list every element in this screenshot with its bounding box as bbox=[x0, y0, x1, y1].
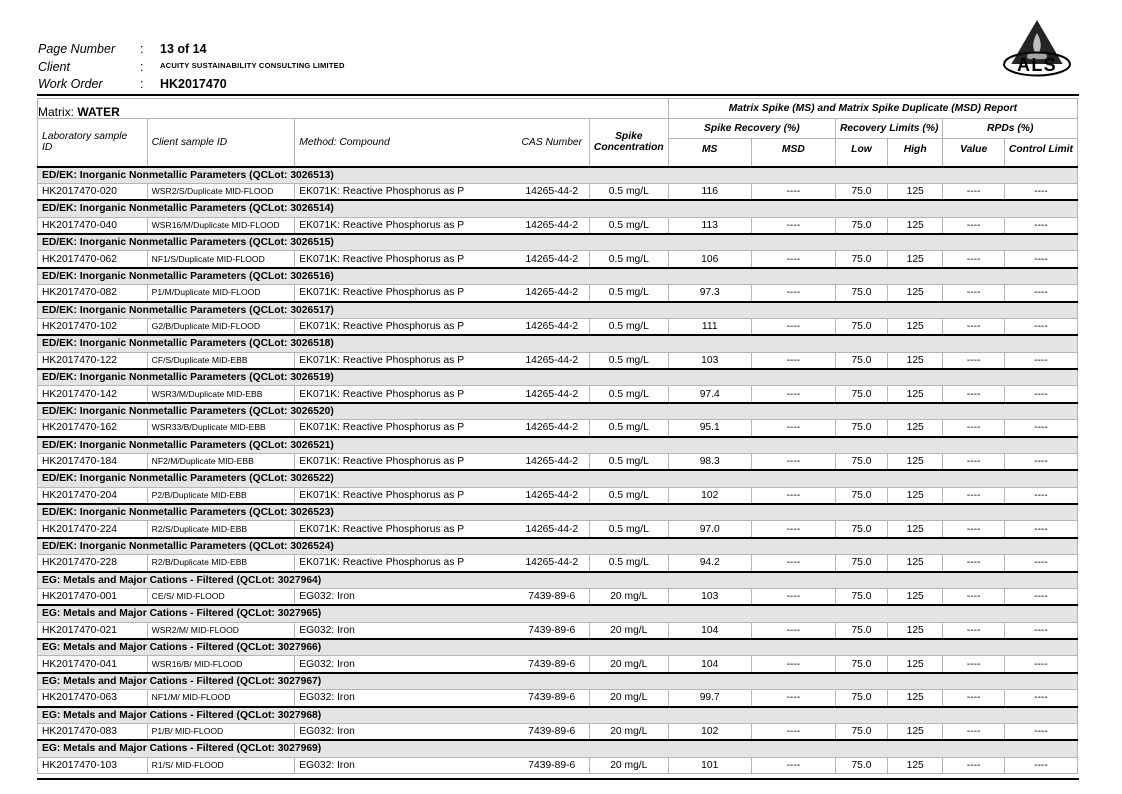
svg-text:ALS: ALS bbox=[1017, 55, 1057, 75]
